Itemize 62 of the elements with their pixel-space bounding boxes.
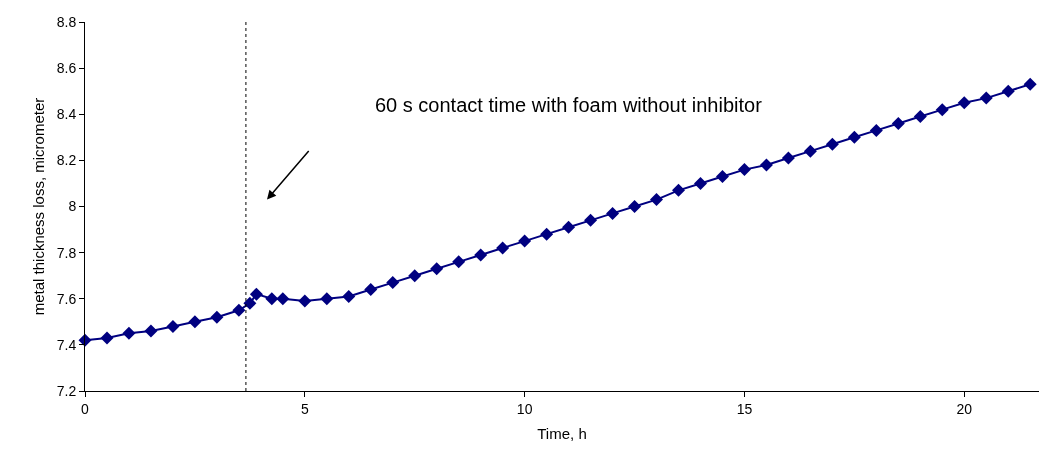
- y-tick-label: 8.2: [56, 152, 77, 169]
- point: [1023, 77, 1037, 91]
- y-tick-label: 8: [68, 198, 77, 215]
- point: [386, 276, 400, 290]
- point: [265, 292, 279, 306]
- point: [518, 234, 532, 248]
- x-tick-label: 10: [516, 400, 533, 417]
- y-tick-label: 7.6: [56, 290, 77, 307]
- point: [496, 241, 510, 255]
- point: [891, 116, 905, 130]
- point: [693, 176, 707, 190]
- point: [869, 123, 883, 137]
- y-tick-label: 8.6: [56, 60, 77, 77]
- point: [650, 193, 664, 207]
- point: [243, 296, 257, 310]
- point: [474, 248, 488, 262]
- point: [166, 319, 180, 333]
- point: [144, 324, 158, 338]
- y-tick-label: 7.4: [56, 336, 77, 353]
- point: [298, 294, 312, 308]
- annotation: 60 s contact time with foam without inhibitor: [375, 94, 763, 116]
- point: [320, 292, 334, 306]
- point: [781, 151, 795, 165]
- point: [1001, 84, 1015, 98]
- point: [672, 183, 685, 197]
- y-tick-label: 8.4: [56, 106, 77, 123]
- point: [100, 331, 114, 345]
- point: [759, 158, 773, 172]
- point: [276, 292, 290, 306]
- point: [122, 326, 136, 340]
- point: [584, 213, 598, 227]
- point: [737, 163, 751, 177]
- point: [540, 227, 554, 241]
- x-tick-label: 20: [956, 400, 973, 417]
- point: [364, 283, 378, 297]
- x-tick-label: 15: [736, 400, 753, 417]
- point: [957, 96, 971, 110]
- point: [188, 315, 202, 329]
- point: [210, 310, 224, 324]
- point: [606, 206, 620, 220]
- point: [803, 144, 817, 158]
- y-axis-title: metal thickness loss, micrometer: [29, 97, 47, 316]
- point: [715, 170, 729, 184]
- point: [825, 137, 839, 151]
- point: [342, 289, 356, 303]
- y-tick-label: 8.8: [56, 13, 77, 30]
- x-axis-title: Time, h: [537, 424, 587, 442]
- point: [847, 130, 861, 144]
- y-tick-label: 7.8: [56, 244, 77, 261]
- point: [562, 220, 576, 234]
- point: [249, 287, 263, 301]
- x-tick-label: 0: [81, 400, 90, 417]
- point: [935, 103, 949, 117]
- point: [913, 110, 927, 124]
- point: [628, 200, 642, 213]
- point: [408, 269, 422, 283]
- point: [979, 91, 993, 105]
- point: [232, 303, 246, 317]
- x-tick-label: 5: [300, 400, 309, 417]
- point: [452, 255, 466, 269]
- y-tick-label: 7.2: [56, 382, 77, 399]
- point: [430, 262, 444, 276]
